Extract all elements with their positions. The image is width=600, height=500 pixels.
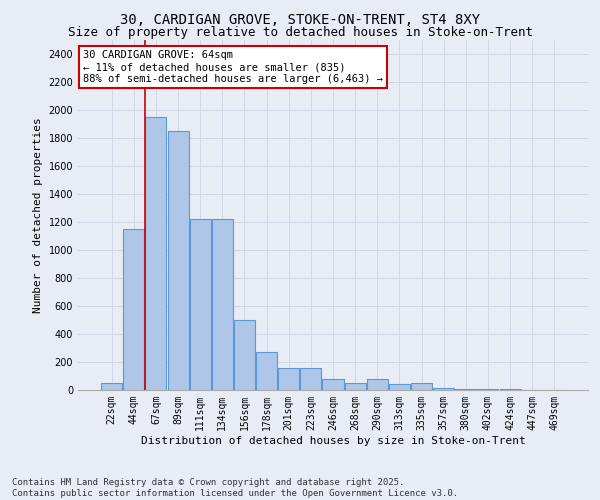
Bar bbox=[212, 219, 233, 390]
Bar bbox=[167, 131, 188, 390]
Bar bbox=[278, 368, 299, 390]
Y-axis label: Number of detached properties: Number of detached properties bbox=[33, 117, 43, 313]
Bar bbox=[101, 383, 122, 390]
Bar bbox=[367, 379, 388, 390]
Text: Size of property relative to detached houses in Stoke-on-Trent: Size of property relative to detached ho… bbox=[67, 26, 533, 39]
Bar bbox=[256, 352, 277, 390]
Bar bbox=[455, 388, 476, 390]
Bar bbox=[433, 388, 454, 390]
Bar bbox=[344, 383, 365, 390]
Text: 30, CARDIGAN GROVE, STOKE-ON-TRENT, ST4 8XY: 30, CARDIGAN GROVE, STOKE-ON-TRENT, ST4 … bbox=[120, 12, 480, 26]
Bar bbox=[145, 117, 166, 390]
Text: 30 CARDIGAN GROVE: 64sqm
← 11% of detached houses are smaller (835)
88% of semi-: 30 CARDIGAN GROVE: 64sqm ← 11% of detach… bbox=[83, 50, 383, 84]
Bar bbox=[301, 368, 322, 390]
Bar bbox=[234, 320, 255, 390]
Text: Contains HM Land Registry data © Crown copyright and database right 2025.
Contai: Contains HM Land Registry data © Crown c… bbox=[12, 478, 458, 498]
Bar bbox=[190, 219, 211, 390]
X-axis label: Distribution of detached houses by size in Stoke-on-Trent: Distribution of detached houses by size … bbox=[140, 436, 526, 446]
Bar bbox=[411, 383, 432, 390]
Bar bbox=[124, 229, 145, 390]
Bar bbox=[389, 384, 410, 390]
Bar bbox=[322, 379, 344, 390]
